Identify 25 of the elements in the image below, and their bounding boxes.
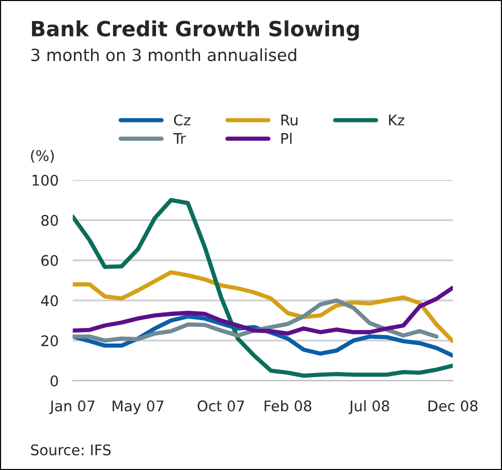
x-tick-label: May 07 [112,400,164,414]
y-axis-title: (%) [31,150,54,163]
y-tick-label: 40 [41,295,58,306]
y-tick-label: 60 [41,255,58,266]
chart-title: Bank Credit Growth Slowing [32,20,359,41]
line-series [72,298,439,343]
chart-subtitle: 3 month on 3 month annualised [31,48,296,62]
line-series [72,286,453,336]
x-tick-label: Jan 07 [49,400,94,414]
line-series [72,198,453,378]
legend-label: Cz [174,114,190,126]
legend-label: Pl [281,132,292,144]
legend-label: Ru [281,114,298,126]
x-tick-label: Jul 08 [348,400,390,414]
y-tick-label: 0 [50,375,58,386]
y-tick-label: 80 [41,214,58,226]
x-tick-label: Feb 08 [264,400,312,412]
line-series [72,270,453,344]
y-tick-label: 100 [32,174,58,186]
source-note: Source: IFS [31,444,111,456]
legend-label: Tr [173,133,186,144]
legend-label: Kz [389,114,404,126]
x-tick-label: Oct 07 [198,400,244,412]
y-tick-label: 20 [41,335,58,346]
x-tick-label: Dec 08 [428,400,478,412]
